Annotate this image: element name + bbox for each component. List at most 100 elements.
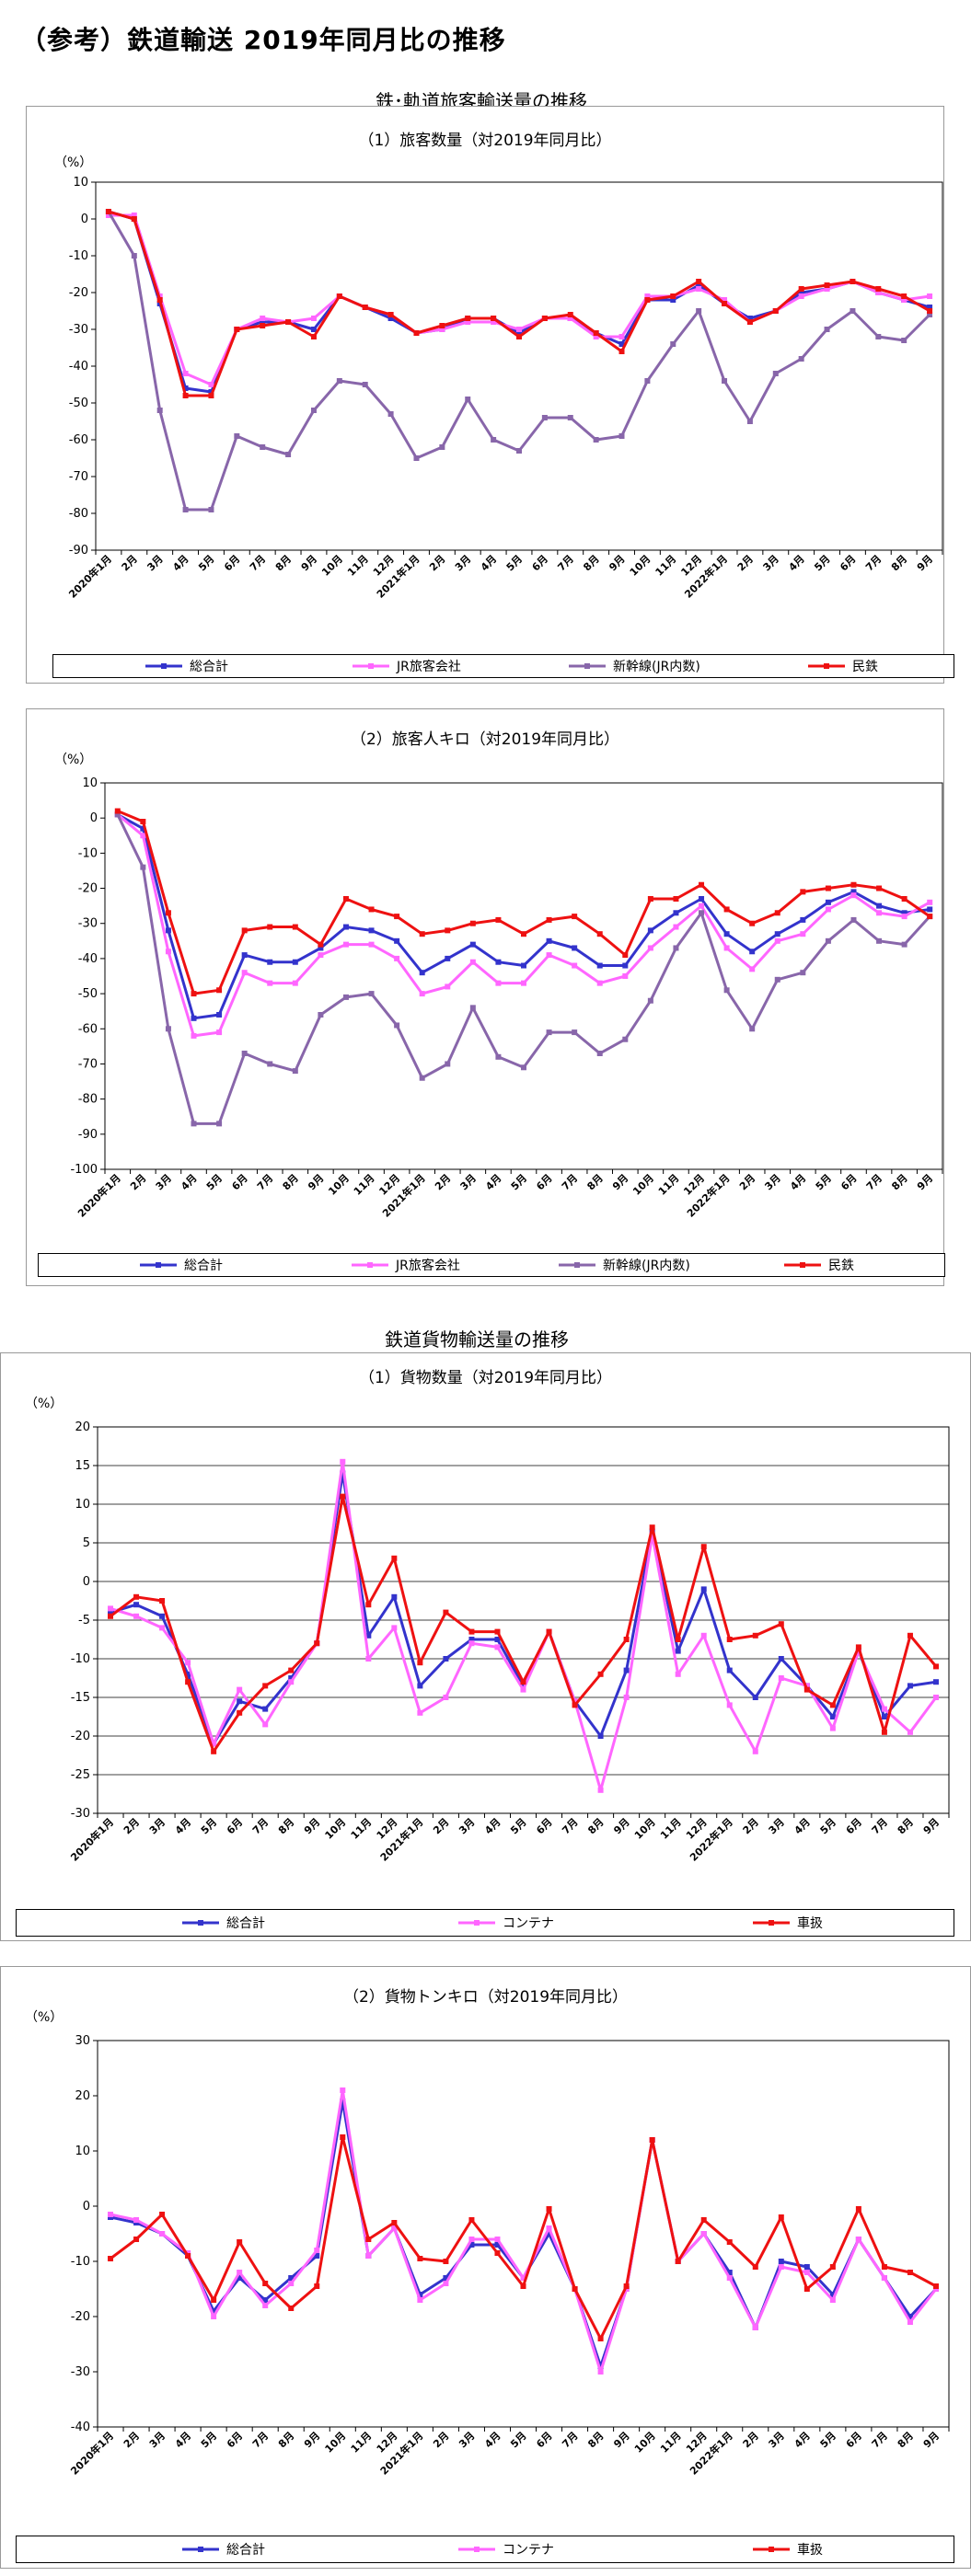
x-tick-label: 4月 xyxy=(170,553,191,573)
data-point xyxy=(394,955,400,961)
data-point xyxy=(778,1675,784,1681)
data-point xyxy=(417,1683,423,1689)
data-point xyxy=(260,444,266,450)
legend-swatch xyxy=(569,663,606,669)
data-point xyxy=(368,941,375,948)
chart-title: （2）旅客人キロ（対2019年同月比） xyxy=(350,730,620,749)
data-point xyxy=(726,2239,733,2245)
legend-label: コンテナ xyxy=(503,2543,554,2558)
data-point xyxy=(618,341,625,347)
x-tick-label: 8月 xyxy=(276,1816,296,1836)
data-point xyxy=(850,881,857,888)
data-point xyxy=(241,952,248,959)
data-point xyxy=(340,2134,346,2140)
data-point xyxy=(778,2214,784,2220)
legend-item-wagon: 車扱 xyxy=(753,2536,823,2562)
y-tick-label: -20 xyxy=(71,2310,90,2324)
data-point xyxy=(825,885,831,891)
x-tick-label: 2月 xyxy=(121,2430,142,2450)
data-point xyxy=(596,962,603,969)
x-tick-label: 3月 xyxy=(767,2430,787,2450)
data-point xyxy=(800,889,806,895)
y-tick-label: 10 xyxy=(82,776,98,790)
data-point xyxy=(468,1637,475,1642)
data-point xyxy=(469,920,476,926)
x-tick-label: 7月 xyxy=(560,2430,580,2450)
legend-label: JR旅客会社 xyxy=(396,1259,460,1273)
legend-swatch xyxy=(458,1920,495,1926)
data-point xyxy=(696,308,702,314)
data-point xyxy=(465,316,471,321)
data-point xyxy=(391,2220,398,2225)
data-point xyxy=(318,945,324,951)
x-tick-label: 9月 xyxy=(302,1816,322,1836)
data-point xyxy=(391,1625,398,1631)
data-point xyxy=(673,896,679,902)
data-point xyxy=(618,334,625,339)
data-point xyxy=(140,825,146,832)
x-tick-label: 11月 xyxy=(656,1172,682,1198)
x-tick-label: 8月 xyxy=(585,2430,606,2450)
data-point xyxy=(647,927,653,934)
data-point xyxy=(342,924,349,930)
data-point xyxy=(285,452,292,457)
data-point xyxy=(417,2292,423,2297)
data-point xyxy=(700,2231,707,2237)
y-tick-label: -20 xyxy=(78,882,98,896)
legend-item-private: 民鉄 xyxy=(808,655,878,677)
data-point xyxy=(133,1602,140,1608)
data-point xyxy=(593,330,599,336)
legend-swatch xyxy=(458,2547,495,2552)
data-point xyxy=(413,455,420,461)
data-point xyxy=(292,980,298,986)
data-point xyxy=(850,892,857,899)
data-point xyxy=(495,916,502,923)
x-tick-label: 11月 xyxy=(653,553,679,579)
freight-section-title: 鉄道貨物輸送量の推移 xyxy=(385,1328,569,1351)
chart-title: （2）貨物トンキロ（対2019年同月比） xyxy=(342,1988,629,2007)
x-tick-label: 5月 xyxy=(204,1172,225,1192)
y-tick-label: -15 xyxy=(71,1691,90,1705)
data-point xyxy=(825,937,831,944)
x-tick-label: 8月 xyxy=(281,1172,301,1192)
x-tick-label: 11月 xyxy=(658,1816,684,1842)
y-unit-label: （%） xyxy=(25,1397,64,1411)
data-point xyxy=(114,811,121,818)
legend-item-total: 総合計 xyxy=(182,1910,265,1936)
data-point xyxy=(752,1695,758,1700)
series-line-container xyxy=(110,2088,938,2374)
y-tick-label: 0 xyxy=(83,2200,90,2214)
data-point xyxy=(800,931,806,937)
legend-swatch xyxy=(140,1262,177,1268)
data-point xyxy=(419,970,425,976)
chart-legend: 総合計 JR旅客会社 新幹線(JR内数) 民鉄 xyxy=(38,1253,945,1277)
data-point xyxy=(829,2292,836,2297)
data-point xyxy=(597,1733,604,1739)
data-point xyxy=(468,1640,475,1647)
data-point xyxy=(723,987,730,994)
x-tick-label: 2020年1月 xyxy=(68,1815,117,1864)
data-point xyxy=(368,991,375,997)
data-point xyxy=(443,2281,449,2286)
x-tick-label: 6月 xyxy=(534,2430,554,2450)
y-tick-label: -70 xyxy=(78,1057,98,1071)
y-tick-label: 10 xyxy=(75,1498,90,1512)
data-point xyxy=(417,2297,423,2303)
data-point xyxy=(156,408,163,413)
x-tick-label: 8月 xyxy=(896,1816,916,1836)
x-tick-label: 10月 xyxy=(628,553,653,579)
data-point xyxy=(675,2259,681,2264)
data-point xyxy=(520,1686,526,1693)
y-unit-label: （%） xyxy=(25,2010,64,2025)
x-tick-label: 7月 xyxy=(250,1816,271,1836)
data-point xyxy=(267,924,273,930)
data-point xyxy=(927,906,933,913)
data-point xyxy=(443,1656,449,1662)
data-point xyxy=(927,308,933,314)
data-point xyxy=(314,2248,320,2253)
data-point xyxy=(105,209,111,214)
data-point xyxy=(749,1026,756,1032)
data-point xyxy=(465,397,471,402)
x-tick-label: 6月 xyxy=(225,1816,245,1836)
data-point xyxy=(216,1029,223,1036)
